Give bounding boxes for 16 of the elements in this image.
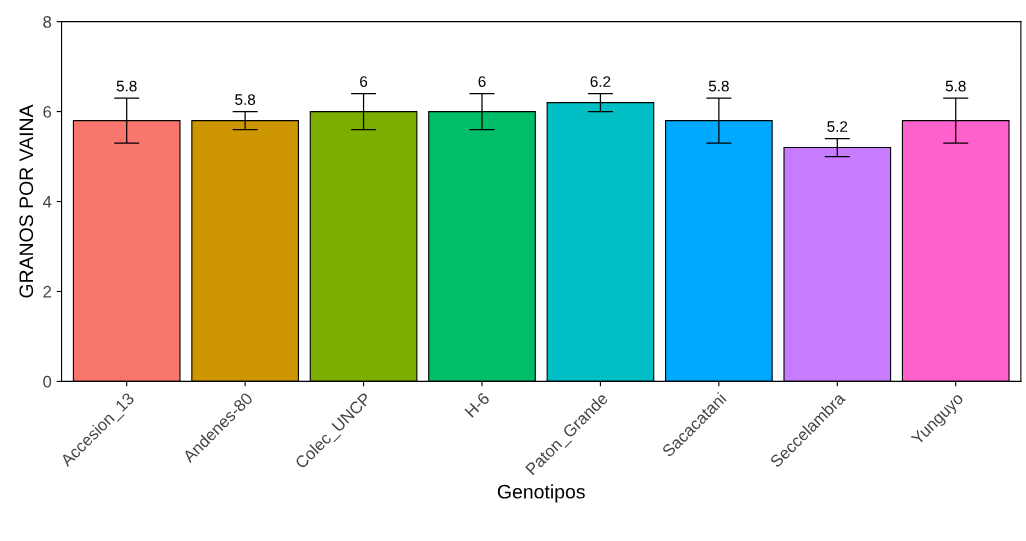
x-axis-title: Genotipos — [497, 484, 585, 503]
data-label: 6 — [360, 76, 368, 87]
y-tick-label: 4 — [42, 196, 52, 208]
y-axis-title: GRANOS POR VAINA — [19, 104, 34, 298]
y-tick-label: 8 — [43, 16, 52, 28]
data-label: 6.2 — [590, 76, 611, 87]
data-label: 5.8 — [708, 80, 729, 92]
data-label: 5.2 — [827, 121, 848, 132]
data-label: 6 — [478, 76, 486, 87]
y-tick-label: 0 — [43, 375, 52, 388]
data-label: 5.8 — [945, 80, 966, 92]
data-label: 5.8 — [235, 94, 256, 105]
data-label: 5.8 — [116, 80, 137, 92]
y-tick-label: 6 — [43, 105, 52, 118]
y-tick-label: 2 — [43, 285, 51, 298]
x-tick-label: H-6 — [464, 391, 491, 418]
